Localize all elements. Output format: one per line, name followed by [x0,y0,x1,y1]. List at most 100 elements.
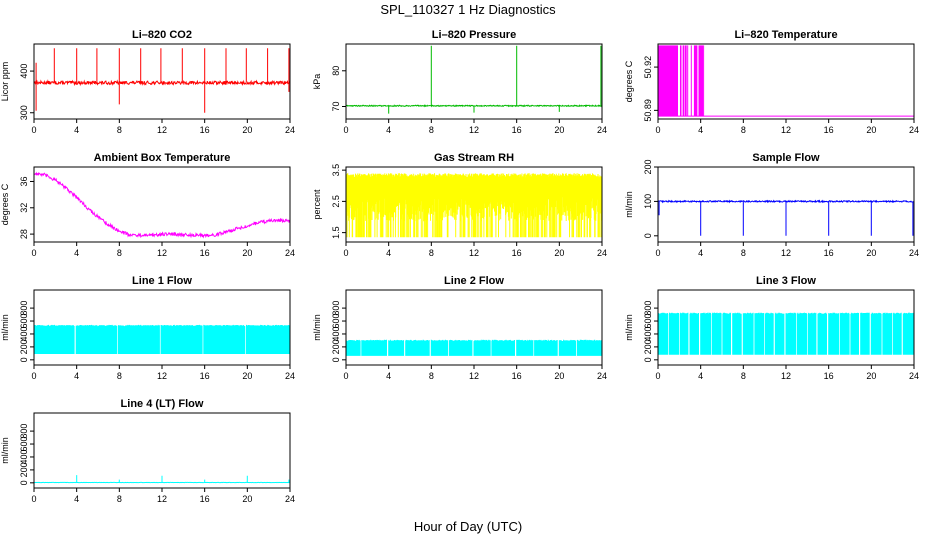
x-tick-label: 4 [74,371,79,381]
y-axis-label: ml/min [624,314,634,341]
x-tick-label: 12 [469,125,479,135]
y-tick-label: 200 [19,462,29,477]
x-tick-label: 24 [597,248,607,258]
x-tick-label: 8 [429,248,434,258]
x-tick-label: 16 [512,125,522,135]
y-tick-label: 100 [643,194,653,209]
x-tick-label: 24 [285,248,295,258]
y-tick-label: 1.5 [331,226,341,239]
x-tick-label: 20 [242,494,252,504]
panel-title: Line 3 Flow [756,275,816,287]
y-tick-label: 400 [19,326,29,341]
y-tick-label: 200 [331,339,341,354]
panel-title: Line 2 Flow [444,275,504,287]
panel-line-4-lt-flow: Line 4 (LT) Flow ml/min 0 4 8 12 16 20 24 0 200400… [0,398,295,504]
y-axis-label: kPa [312,74,322,90]
x-tick-label: 8 [741,125,746,135]
x-tick-label: 0 [31,248,36,258]
x-tick-label: 16 [200,125,210,135]
series-line [33,171,291,239]
x-tick-label: 24 [285,125,295,135]
y-tick-label: 2.5 [331,195,341,208]
x-tick-label: 12 [781,371,791,381]
x-tick-label: 16 [824,125,834,135]
x-tick-label: 12 [469,248,479,258]
x-tick-label: 0 [655,248,660,258]
x-tick-label: 8 [117,494,122,504]
plot-frame [33,166,291,243]
x-tick-label: 24 [909,248,919,258]
x-tick-label: 24 [285,494,295,504]
panel-line-2-flow: Line 2 Flow ml/min 0 4 8 12 16 20 24 0 20040060080… [312,275,607,381]
x-tick-label: 0 [655,125,660,135]
series-line [657,312,915,355]
y-tick-label: 600 [331,314,341,329]
y-tick-label: 600 [19,437,29,452]
x-tick-label: 16 [512,248,522,258]
x-tick-label: 8 [429,125,434,135]
y-tick-label: 50.89 [643,99,653,122]
y-tick-label: 0 [643,357,653,362]
panel-title: Sample Flow [752,152,820,164]
y-tick-label: 28 [19,229,29,239]
x-tick-label: 20 [866,125,876,135]
x-tick-label: 8 [117,248,122,258]
x-tick-label: 4 [386,125,391,135]
x-tick-label: 4 [74,125,79,135]
panel-title: Li–820 CO2 [132,29,192,41]
x-tick-label: 4 [74,248,79,258]
series-line [345,339,603,356]
panel-title: Li–820 Temperature [734,29,837,41]
x-tick-label: 0 [343,248,348,258]
x-tick-label: 20 [242,125,252,135]
panel-title: Line 1 Flow [132,275,192,287]
panel-sample-flow: Sample Flow ml/min 0 4 8 12 16 20 24 0 100 200 [624,152,919,258]
figure-title: SPL_110327 1 Hz Diagnostics [380,2,556,17]
y-tick-label: 200 [643,159,653,174]
panel-gas-stream-rh: Gas Stream RH percent 0 4 8 12 16 20 24 1.5 2.5 3.5 [312,152,607,258]
y-tick-label: 200 [19,339,29,354]
panel-title: Gas Stream RH [434,152,514,164]
x-tick-label: 4 [386,248,391,258]
x-tick-label: 16 [200,371,210,381]
x-tick-label: 8 [741,248,746,258]
x-tick-label: 0 [343,125,348,135]
x-tick-label: 24 [597,125,607,135]
x-tick-label: 0 [31,494,36,504]
panel-li-820-temperature: Li–820 Temperature degrees C 0 4 8 12 16 20 24 50… [624,29,919,135]
y-tick-label: 800 [19,301,29,316]
x-tick-label: 16 [824,371,834,381]
y-tick-label: 400 [19,449,29,464]
y-tick-label: 80 [331,66,341,76]
series-line [33,48,291,113]
y-axis-label: percent [312,189,322,220]
y-axis-label: ml/min [0,314,10,341]
x-tick-label: 20 [554,125,564,135]
x-tick-label: 24 [597,371,607,381]
x-tick-label: 24 [909,371,919,381]
x-tick-label: 4 [698,371,703,381]
y-axis-label: degrees C [0,183,10,225]
panel-li-820-pressure: Li–820 Pressure kPa 0 4 8 12 16 20 24 70 80 [312,29,607,135]
x-tick-label: 4 [698,248,703,258]
y-tick-label: 3.5 [331,164,341,177]
panel-line-1-flow: Line 1 Flow ml/min 0 4 8 12 16 20 24 0 20040060080… [0,275,295,381]
series-line [33,475,290,484]
y-axis-label: Licor ppm [0,62,10,102]
y-tick-label: 36 [19,176,29,186]
panel-title: Line 4 (LT) Flow [121,398,204,410]
y-axis-label: ml/min [0,437,10,464]
y-tick-label: 800 [331,301,341,316]
x-tick-label: 12 [469,371,479,381]
y-tick-label: 70 [331,101,341,111]
x-tick-label: 20 [554,248,564,258]
series-line [33,324,291,354]
panel-title: Li–820 Pressure [432,29,516,41]
x-tick-label: 8 [429,371,434,381]
y-tick-label: 0 [19,357,29,362]
panel-ambient-box-temperature: Ambient Box Temperature degrees C 0 4 8 12 16 2… [0,152,295,258]
y-tick-label: 200 [643,339,653,354]
x-tick-label: 0 [655,371,660,381]
y-tick-label: 600 [643,314,653,329]
